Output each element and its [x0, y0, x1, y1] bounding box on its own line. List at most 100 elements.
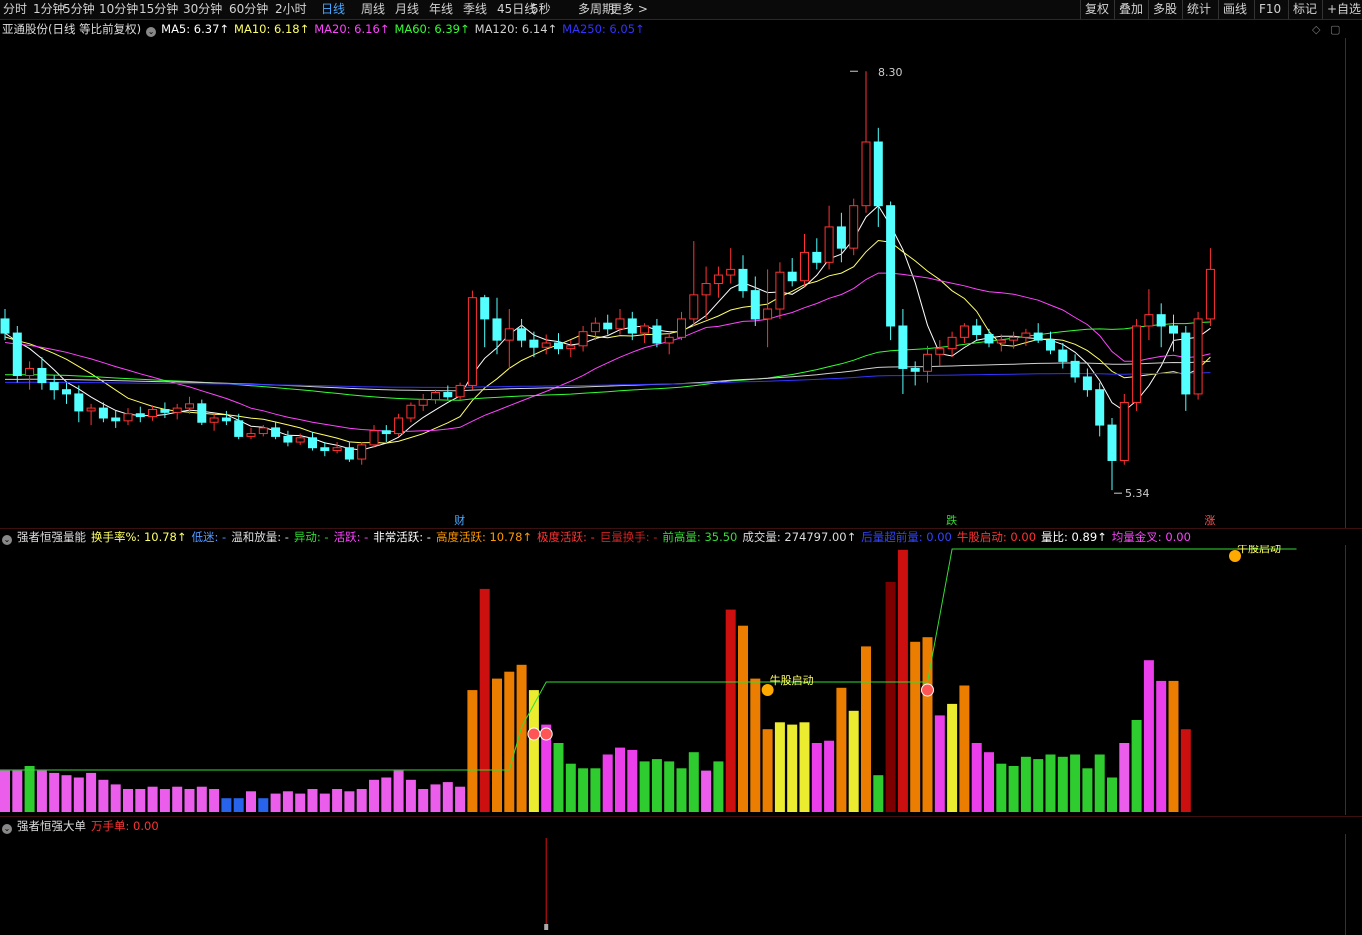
candle-body: [1119, 401, 1129, 461]
period-tab-12[interactable]: 季线: [463, 2, 488, 16]
period-tab-6[interactable]: 60分钟: [229, 2, 269, 16]
ma-legend-5: MA250: 6.05↑: [562, 22, 645, 36]
candle-body: [1144, 314, 1154, 327]
indicator1-field-1: 低迷: -: [191, 530, 227, 544]
candle-body: [873, 141, 883, 207]
chevron-down-icon[interactable]: ⌄: [2, 535, 12, 545]
candle-body: [480, 297, 490, 320]
period-tab-7[interactable]: 2小时: [275, 2, 307, 16]
price-axis: [1345, 38, 1362, 528]
volume-bar: [1168, 680, 1179, 812]
toolbar-button-2[interactable]: 多股: [1148, 0, 1182, 19]
candle-body: [1193, 318, 1203, 395]
diamond-icon[interactable]: ◇: [1312, 23, 1321, 36]
bull-start-icon: [761, 684, 774, 696]
candle-body: [332, 447, 342, 452]
candle-body: [664, 336, 674, 344]
volume-bar: [184, 789, 195, 812]
period-tab-15[interactable]: 多周期: [578, 2, 615, 16]
candle-body: [86, 407, 96, 412]
chevron-down-icon[interactable]: ⌄: [146, 27, 157, 37]
candle-body: [111, 417, 121, 422]
period-tab-10[interactable]: 月线: [395, 2, 420, 16]
candle-body: [25, 367, 35, 377]
candle-body: [541, 342, 551, 348]
candle-body: [1156, 314, 1166, 327]
period-tab-9[interactable]: 周线: [361, 2, 386, 16]
toolbar-button-3[interactable]: 统计: [1182, 0, 1218, 19]
candle-body: [836, 226, 846, 249]
ma10-line: [4, 239, 1211, 444]
candle-body: [554, 342, 563, 350]
candle-body: [381, 430, 391, 435]
period-tab-13[interactable]: 45日线: [497, 2, 537, 16]
volume-bar: [1045, 754, 1056, 812]
volume-bar: [270, 793, 281, 812]
volume-bar: [504, 671, 515, 812]
volume-bar: [282, 791, 293, 812]
candle-body: [135, 413, 145, 418]
candle-body: [160, 409, 170, 413]
toolbar-button-7[interactable]: +自选: [1322, 0, 1362, 19]
candle-body: [418, 399, 428, 406]
volume-bar: [24, 766, 35, 812]
candle-body: [935, 348, 945, 355]
ma-legend-4: MA120: 6.14↑: [474, 22, 558, 36]
volume-bar: [848, 710, 859, 812]
period-tab-8[interactable]: 日线: [321, 2, 346, 16]
period-tab-0[interactable]: 分时: [3, 2, 28, 16]
period-tab-16[interactable]: 更多 >: [610, 2, 648, 16]
candle-body: [37, 367, 47, 384]
period-tab-4[interactable]: 15分钟: [139, 2, 179, 16]
candle-body: [1009, 336, 1019, 341]
candle-body: [246, 433, 256, 437]
candle-body: [1095, 389, 1105, 426]
volume-bar: [996, 763, 1007, 812]
period-tab-2[interactable]: 5分钟: [63, 2, 95, 16]
volume-bar: [319, 793, 330, 812]
stock-title: 亚通股份(日线 等比前复权): [2, 22, 142, 36]
candle-body: [1033, 332, 1043, 341]
candle-body: [62, 389, 71, 395]
candle-body: [615, 318, 625, 330]
candle-body: [677, 318, 686, 338]
volume-bar: [984, 752, 994, 812]
candle-body: [431, 392, 440, 401]
volume-bar: [196, 786, 207, 812]
chevron-down-icon[interactable]: ⌄: [2, 824, 12, 834]
indicator1-field-12: 牛股启动: 0.00: [956, 530, 1037, 544]
candle-body: [394, 417, 404, 435]
volume-bar: [615, 747, 625, 812]
candle-body: [172, 407, 182, 413]
period-tab-5[interactable]: 30分钟: [183, 2, 223, 16]
volume-bar: [885, 582, 896, 812]
ma-legend-2: MA20: 6.16↑: [314, 22, 390, 36]
candle-body: [148, 409, 158, 418]
period-tab-11[interactable]: 年线: [429, 2, 454, 16]
toolbar-button-5[interactable]: F10: [1254, 0, 1288, 19]
volume-bar: [897, 549, 908, 812]
volume-bar: [664, 761, 675, 812]
toolbar-button-4[interactable]: 画线: [1218, 0, 1254, 19]
candle-body: [763, 308, 773, 320]
window-restore-icon[interactable]: ▢: [1330, 23, 1341, 36]
candle-body: [689, 294, 699, 320]
period-tab-3[interactable]: 10分钟: [99, 2, 139, 16]
volume-bar: [147, 786, 158, 812]
toolbar-button-6[interactable]: 标记: [1288, 0, 1322, 19]
volume-bar: [467, 690, 478, 812]
volume-bar: [627, 749, 638, 812]
volume-bar: [73, 777, 84, 812]
period-tab-1[interactable]: 1分钟: [33, 2, 65, 16]
indicator1-field-13: 量比: 0.89↑: [1041, 530, 1107, 544]
bigorder-base: [544, 924, 549, 930]
period-tab-14[interactable]: 5秒: [531, 2, 551, 16]
indicator2-title: 强者恒强大单: [17, 819, 86, 833]
toolbar-button-1[interactable]: 叠加: [1114, 0, 1148, 19]
volume-bar: [221, 798, 232, 812]
candle-body: [504, 328, 514, 341]
volume-bar: [824, 740, 835, 812]
volume-bar: [393, 770, 404, 812]
toolbar-button-0[interactable]: 复权: [1080, 0, 1114, 19]
event-marker-1: 跌: [946, 513, 957, 527]
